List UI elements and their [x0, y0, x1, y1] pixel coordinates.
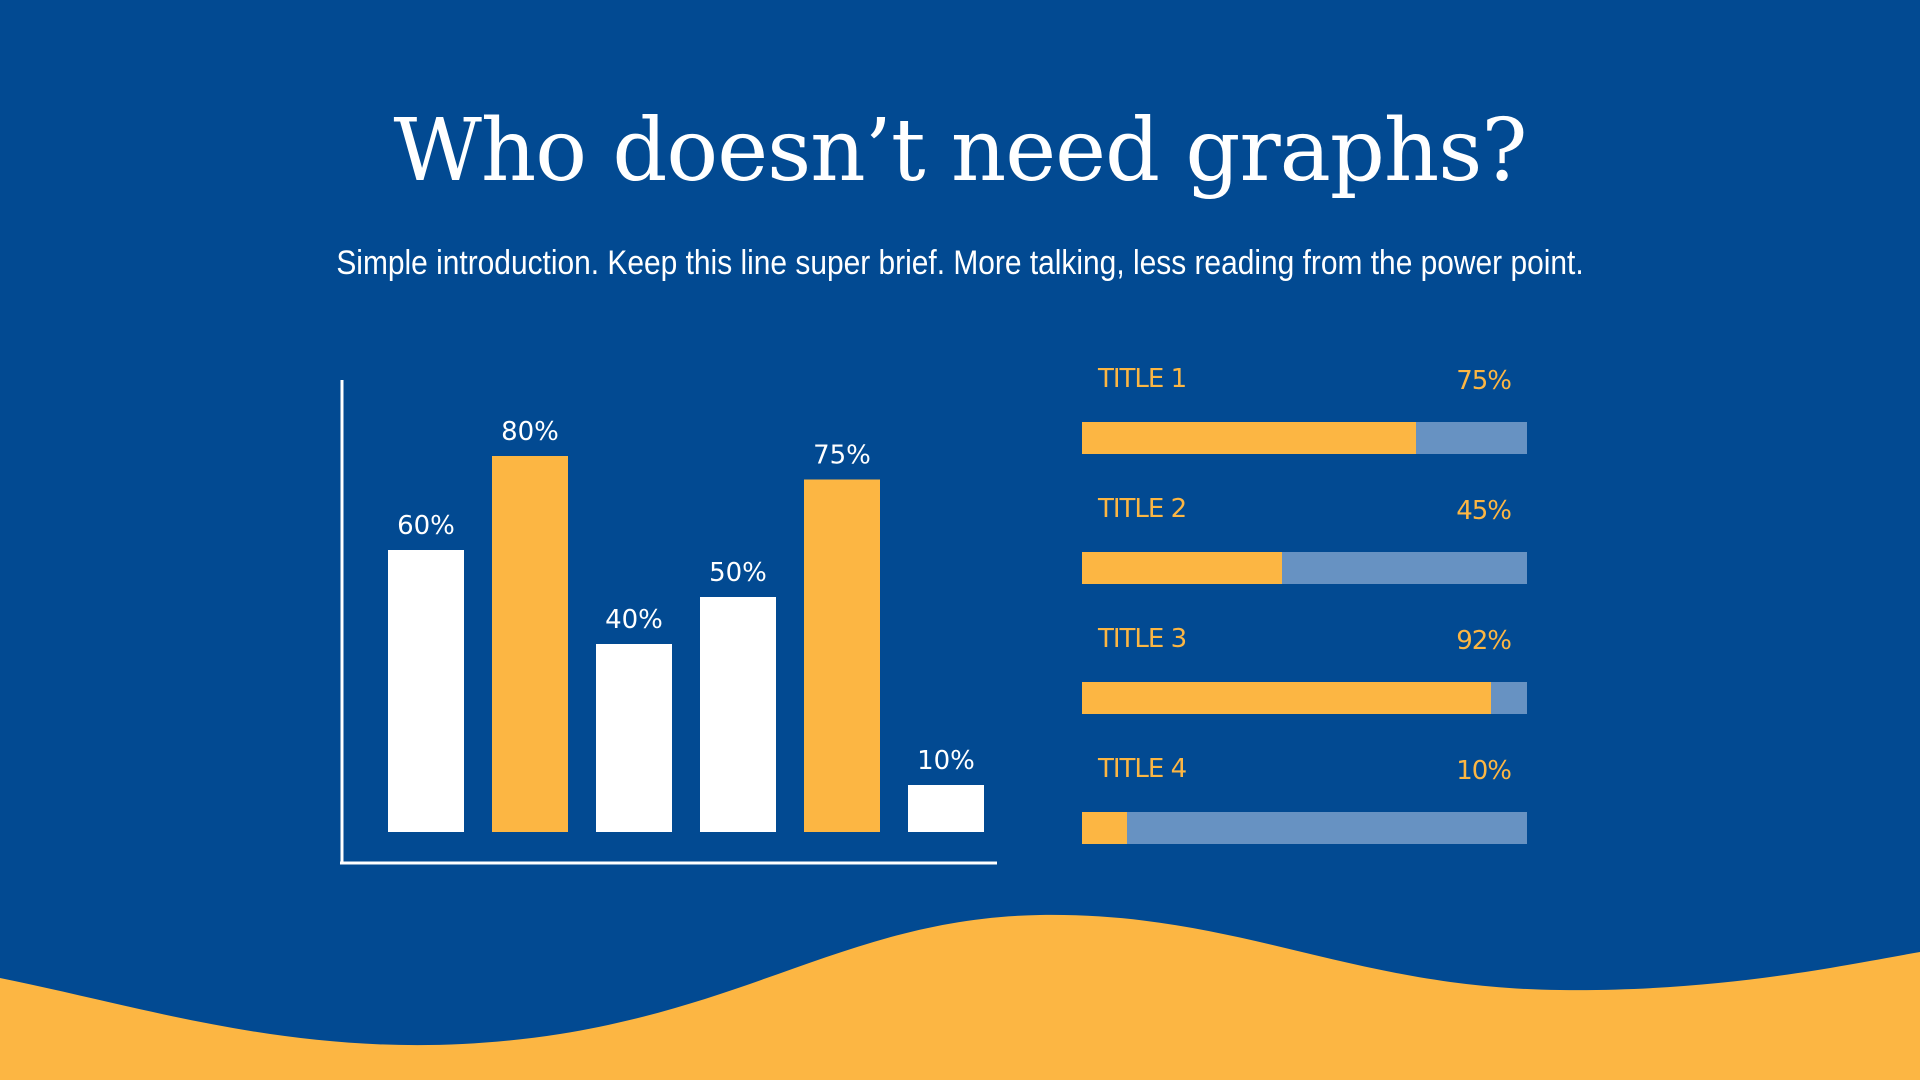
progress-label-3: TITLE 3	[1098, 624, 1187, 654]
progress-fill-2	[1082, 552, 1283, 584]
progress-fill-3	[1082, 682, 1492, 714]
bar-2	[492, 456, 568, 832]
progress-track-1	[1082, 422, 1527, 454]
bar-6	[908, 785, 984, 832]
progress-value-4: 10%	[1456, 756, 1512, 786]
progress-label-4: TITLE 4	[1098, 754, 1187, 784]
bar-label-5: 75%	[813, 441, 871, 471]
progress-item-2: TITLE 2 45%	[1082, 490, 1527, 620]
progress-value-1: 75%	[1456, 366, 1512, 396]
bar-1	[388, 550, 464, 832]
progress-value-3: 92%	[1456, 626, 1512, 656]
progress-item-4: TITLE 4 10%	[1082, 750, 1527, 880]
progress-fill-1	[1082, 422, 1416, 454]
wave-shape	[0, 914, 1920, 1080]
bar-5	[804, 479, 880, 832]
progress-value-2: 45%	[1456, 496, 1512, 526]
progress-label-2: TITLE 2	[1098, 494, 1187, 524]
bar-label-6: 10%	[917, 746, 975, 776]
progress-item-1: TITLE 1 75%	[1082, 360, 1527, 490]
progress-track-3	[1082, 682, 1527, 714]
progress-item-3: TITLE 3 92%	[1082, 620, 1527, 750]
bar-label-2: 80%	[501, 417, 559, 447]
progress-label-1: TITLE 1	[1098, 364, 1187, 394]
bar-label-3: 40%	[605, 605, 663, 635]
bar-4	[700, 597, 776, 832]
bar-3	[596, 644, 672, 832]
slide-subtitle: Simple introduction. Keep this line supe…	[336, 244, 1584, 282]
bar-label-1: 60%	[397, 511, 455, 541]
bar-label-4: 50%	[709, 558, 767, 588]
slide-title: Who doesn’t need graphs?	[393, 101, 1527, 201]
progress-track-4	[1082, 812, 1527, 844]
progress-fill-4	[1082, 812, 1127, 844]
progress-track-2	[1082, 552, 1527, 584]
progress-list: TITLE 1 75% TITLE 2 45% TITLE 3 92% TITLE 4 10%	[1082, 360, 1527, 880]
